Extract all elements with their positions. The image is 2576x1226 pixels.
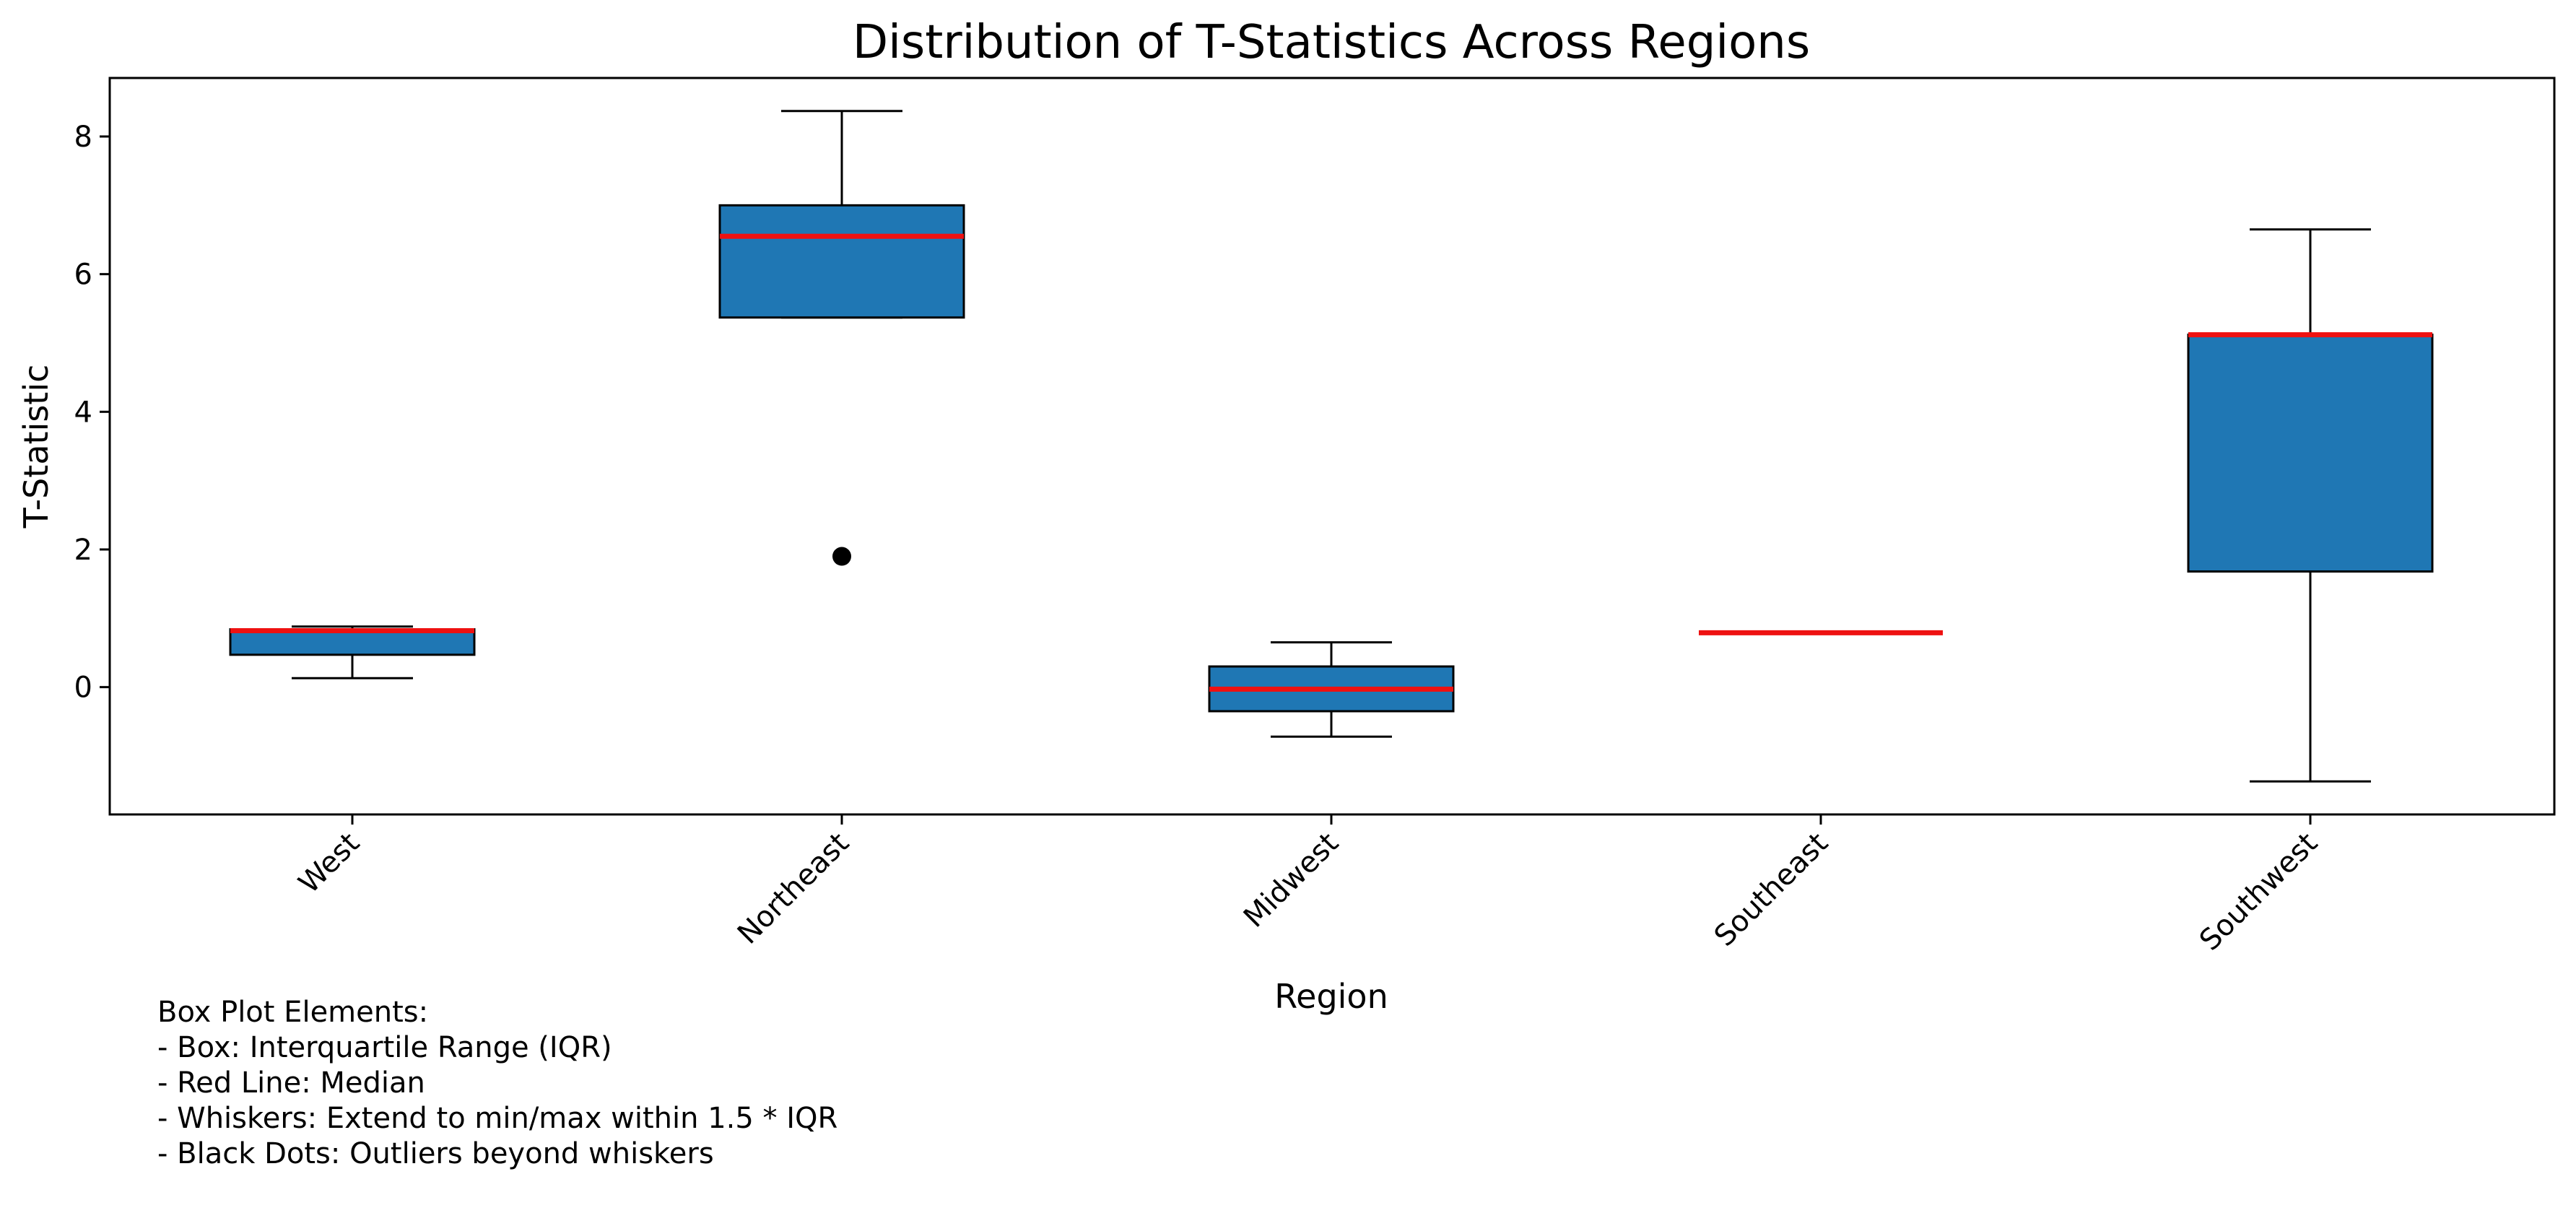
- plot-area: 0 2 4 6 8 West Northeast Midwest Southeast Southw…: [74, 110, 2434, 957]
- y-tick-label: 2: [74, 534, 92, 567]
- y-tick-label: 8: [74, 121, 92, 154]
- x-tick-label: Southeast: [1708, 827, 1835, 953]
- note-line: - Black Dots: Outliers beyond whiskers: [157, 1137, 714, 1170]
- iqr-box: [229, 628, 476, 656]
- note-line: - Whiskers: Extend to min/max within 1.5…: [157, 1102, 838, 1135]
- y-axis-label: T-Statistic: [17, 365, 56, 529]
- x-tick-label: Northeast: [731, 827, 856, 951]
- y-tick-label: 6: [74, 258, 92, 292]
- outlier-point: [832, 547, 851, 566]
- x-tick-label: Midwest: [1237, 827, 1345, 934]
- y-tick-label: 0: [74, 671, 92, 705]
- chart-title: Distribution of T-Statistics Across Regi…: [853, 16, 1810, 69]
- y-tick-label: 4: [74, 396, 92, 429]
- box-plot-legend-note: Box Plot Elements: - Box: Interquartile …: [157, 995, 837, 1172]
- plot-frame: [108, 77, 2556, 816]
- x-tick-label: Southwest: [2193, 827, 2324, 957]
- x-tick-label: West: [292, 827, 366, 900]
- note-line: Box Plot Elements:: [157, 996, 429, 1029]
- note-line: - Red Line: Median: [157, 1066, 425, 1100]
- x-axis-label: Region: [1274, 977, 1388, 1016]
- iqr-box: [718, 204, 965, 319]
- note-line: - Box: Interquartile Range (IQR): [157, 1031, 612, 1064]
- iqr-box: [2187, 334, 2434, 573]
